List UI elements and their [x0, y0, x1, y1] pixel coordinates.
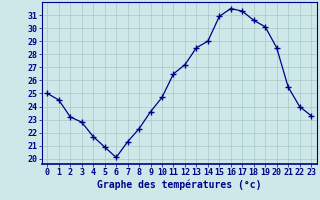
X-axis label: Graphe des températures (°c): Graphe des températures (°c): [97, 180, 261, 190]
